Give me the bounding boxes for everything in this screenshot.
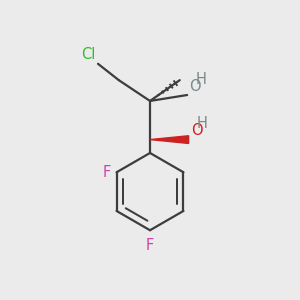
Text: H: H (197, 116, 208, 131)
Text: O: O (191, 123, 202, 138)
Text: Cl: Cl (81, 47, 96, 62)
Text: F: F (103, 165, 111, 180)
Text: F: F (146, 238, 154, 253)
Polygon shape (150, 136, 189, 143)
Text: H: H (196, 72, 207, 87)
Text: O: O (190, 79, 201, 94)
